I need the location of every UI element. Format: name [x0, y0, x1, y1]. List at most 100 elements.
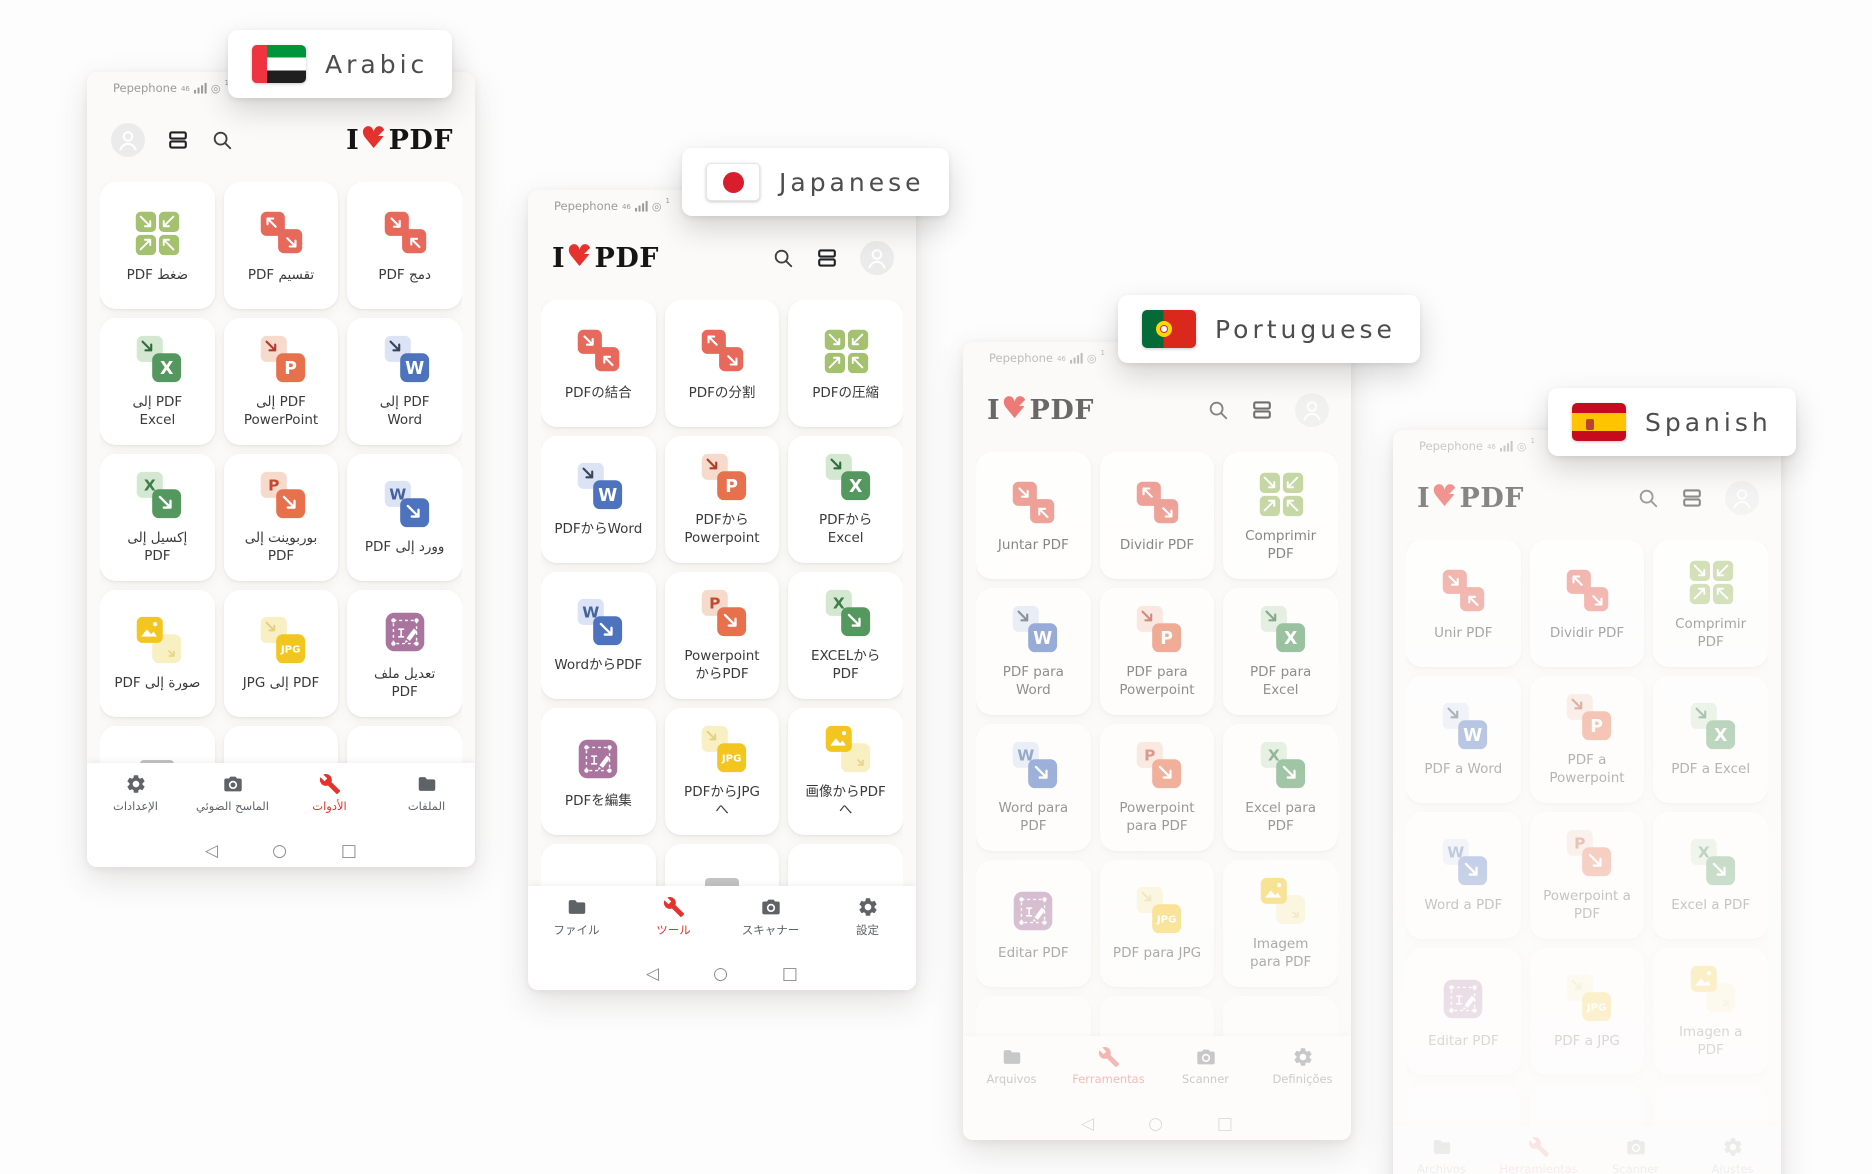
edit-pdf-icon — [1436, 972, 1490, 1026]
avatar[interactable] — [111, 123, 145, 157]
nav-tab[interactable]: 設定 — [819, 896, 916, 938]
tool-card[interactable]: X PDF para Excel — [1223, 588, 1338, 715]
nav-tab-label: ファイル — [553, 923, 600, 937]
search-icon[interactable] — [772, 247, 794, 269]
tool-card[interactable]: W وورد إلى PDF — [347, 454, 462, 581]
nav-tab[interactable]: ファイル — [528, 896, 625, 938]
nav-tab[interactable]: الأدوات — [281, 773, 378, 813]
tool-card[interactable]: Imagem para PDF — [1223, 860, 1338, 987]
back-button[interactable]: ◁ — [646, 964, 660, 984]
carrier-label: Pepephone — [989, 350, 1053, 365]
tool-card[interactable]: Comprimir PDF — [1653, 540, 1768, 667]
nav-tab[interactable]: الماسح الضوئي — [184, 773, 281, 813]
avatar[interactable] — [860, 241, 894, 275]
tool-card[interactable]: X إكسيل إلى PDF — [100, 454, 215, 581]
tool-card[interactable]: Unir PDF — [1406, 540, 1521, 667]
tool-label: PowerpointからPDF — [684, 648, 760, 682]
view-toggle-icon[interactable] — [1681, 487, 1703, 509]
tool-card[interactable]: X Excel a PDF — [1653, 812, 1768, 939]
svg-text:X: X — [849, 477, 863, 497]
tool-label: Excel a PDF — [1671, 897, 1751, 914]
compress-icon — [1254, 467, 1308, 521]
tool-card[interactable]: تعديل ملف PDF — [347, 590, 462, 717]
tool-card[interactable]: JPG PDF إلى JPG — [223, 590, 339, 717]
tool-card[interactable]: P بوربوينت إلى PDF — [223, 454, 339, 581]
tool-card[interactable]: تقسيم PDF — [223, 182, 339, 309]
tool-card[interactable]: P PDF إلى PowerPoint — [223, 318, 339, 445]
tool-card[interactable]: W Word a PDF — [1406, 812, 1521, 939]
tool-card[interactable]: Editar PDF — [1406, 948, 1521, 1075]
view-toggle-icon[interactable] — [1251, 399, 1273, 421]
recents-button[interactable]: □ — [781, 964, 798, 984]
tool-card[interactable]: Dividir PDF — [1529, 540, 1645, 667]
tool-card[interactable]: W WordからPDF — [541, 572, 656, 699]
tool-card[interactable]: دمج PDF — [347, 182, 462, 309]
tool-card[interactable]: P PowerpointからPDF — [664, 572, 780, 699]
tool-card[interactable]: W PDFからWord — [541, 436, 656, 563]
tool-card[interactable]: X PDF إلى Excel — [100, 318, 215, 445]
tool-card[interactable]: JPG PDF a JPG — [1529, 948, 1645, 1075]
nav-tab[interactable]: Archivos — [1393, 1136, 1490, 1174]
tool-card[interactable]: Editar PDF — [976, 860, 1091, 987]
pdf-to-word-icon: W — [571, 460, 625, 514]
powerpoint-to-pdf-icon: P — [254, 469, 308, 523]
nav-tab[interactable]: Ferramentas — [1060, 1046, 1157, 1086]
nav-tab[interactable]: Arquivos — [963, 1046, 1060, 1086]
search-icon[interactable] — [211, 129, 233, 151]
nav-tab[interactable]: Scanner — [1587, 1136, 1684, 1174]
tool-card[interactable]: W PDF para Word — [976, 588, 1091, 715]
tool-card[interactable]: W Word para PDF — [976, 724, 1091, 851]
view-toggle-icon[interactable] — [167, 129, 189, 151]
recents-button[interactable]: □ — [1216, 1114, 1233, 1134]
nav-tab[interactable]: Scanner — [1157, 1046, 1254, 1086]
tool-card[interactable]: Comprimir PDF — [1223, 452, 1338, 579]
excel-to-pdf-icon: X — [130, 469, 184, 523]
nav-tab[interactable]: Definições — [1254, 1046, 1351, 1086]
tool-card[interactable]: P Powerpoint para PDF — [1099, 724, 1215, 851]
tool-card[interactable]: P PDF para Powerpoint — [1099, 588, 1215, 715]
tool-card[interactable]: X PDF a Excel — [1653, 676, 1768, 803]
tool-card[interactable]: PDFの圧縮 — [788, 300, 903, 427]
avatar[interactable] — [1295, 393, 1329, 427]
nav-tab[interactable]: ツール — [625, 896, 722, 938]
pdf-to-jpg-icon: JPG — [1560, 972, 1614, 1026]
phone-spanish: Pepephone 46 ◎ 1 I ♥ PDF — [1393, 430, 1781, 1174]
tool-card[interactable]: W PDF a Word — [1406, 676, 1521, 803]
tool-card[interactable]: P PDFからPowerpoint — [664, 436, 780, 563]
nav-tab[interactable]: Herramientas — [1490, 1136, 1587, 1174]
tool-label: Editar PDF — [1428, 1033, 1499, 1050]
view-toggle-icon[interactable] — [816, 247, 838, 269]
tool-card[interactable]: JPG PDF para JPG — [1099, 860, 1215, 987]
tool-card[interactable]: ضغط PDF — [100, 182, 215, 309]
tool-card[interactable]: Dividir PDF — [1099, 452, 1215, 579]
nav-tab[interactable]: Ajustes — [1684, 1136, 1781, 1174]
nav-tab[interactable]: الإعدادات — [87, 773, 184, 813]
tool-card[interactable]: PDFの結合 — [541, 300, 656, 427]
tool-card[interactable]: P Powerpoint a PDF — [1529, 812, 1645, 939]
tool-card[interactable]: صورة إلى PDF — [100, 590, 215, 717]
tool-card[interactable]: X EXCELからPDF — [788, 572, 903, 699]
tool-card[interactable]: Imagen a PDF — [1653, 948, 1768, 1075]
home-button[interactable]: ○ — [1148, 1114, 1163, 1134]
nav-tab[interactable]: الملفات — [378, 773, 475, 813]
tool-card[interactable]: P PDF a Powerpoint — [1529, 676, 1645, 803]
tool-card[interactable]: X Excel para PDF — [1223, 724, 1338, 851]
tool-card[interactable]: 画像からPDFへ — [788, 708, 903, 835]
pdf-to-word-icon: W — [1006, 603, 1060, 657]
tool-card[interactable]: Juntar PDF — [976, 452, 1091, 579]
search-icon[interactable] — [1207, 399, 1229, 421]
tool-card[interactable]: PDFを編集 — [541, 708, 656, 835]
avatar[interactable] — [1725, 481, 1759, 515]
svg-text:P: P — [268, 477, 279, 495]
tool-card[interactable]: X PDFからExcel — [788, 436, 903, 563]
tool-card[interactable]: JPG PDFからJPGへ — [664, 708, 780, 835]
back-button[interactable]: ◁ — [1081, 1114, 1095, 1134]
tool-card[interactable]: W PDF إلى Word — [347, 318, 462, 445]
nav-tab[interactable]: スキャナー — [722, 896, 819, 938]
back-button[interactable]: ◁ — [205, 841, 219, 861]
recents-button[interactable]: □ — [340, 841, 357, 861]
home-button[interactable]: ○ — [713, 964, 728, 984]
tool-card[interactable]: PDFの分割 — [664, 300, 780, 427]
search-icon[interactable] — [1637, 487, 1659, 509]
home-button[interactable]: ○ — [272, 841, 287, 861]
